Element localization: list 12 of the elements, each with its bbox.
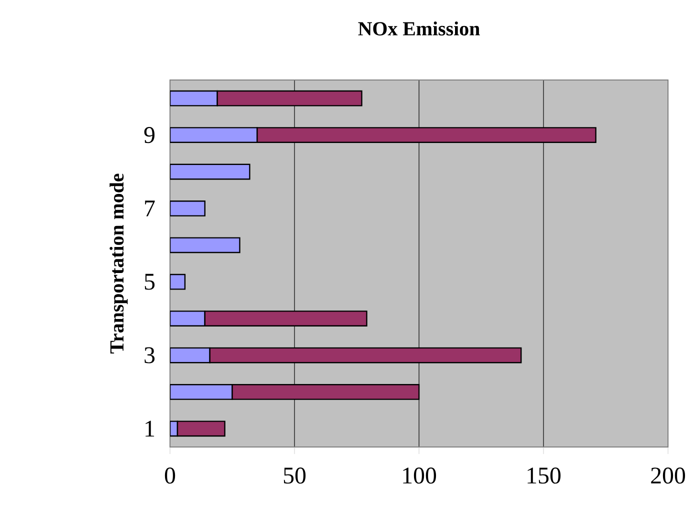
x-tick-label: 0 (164, 468, 176, 484)
x-tick-label: 100 (403, 468, 436, 484)
x-tick-label: 50 (284, 468, 306, 484)
x-tick-label: 150 (528, 468, 561, 484)
y-tick-label: 3 (144, 347, 155, 364)
x-tick-label: 200 (651, 468, 686, 484)
y-axis-title: Transportation mode (110, 174, 128, 354)
y-tick-label: 9 (144, 127, 154, 144)
y-tick-label: 7 (145, 200, 155, 216)
chart-title: NOx Emission (358, 21, 480, 36)
y-tick-label: 5 (144, 274, 155, 290)
y-tick-label: 1 (146, 420, 154, 437)
